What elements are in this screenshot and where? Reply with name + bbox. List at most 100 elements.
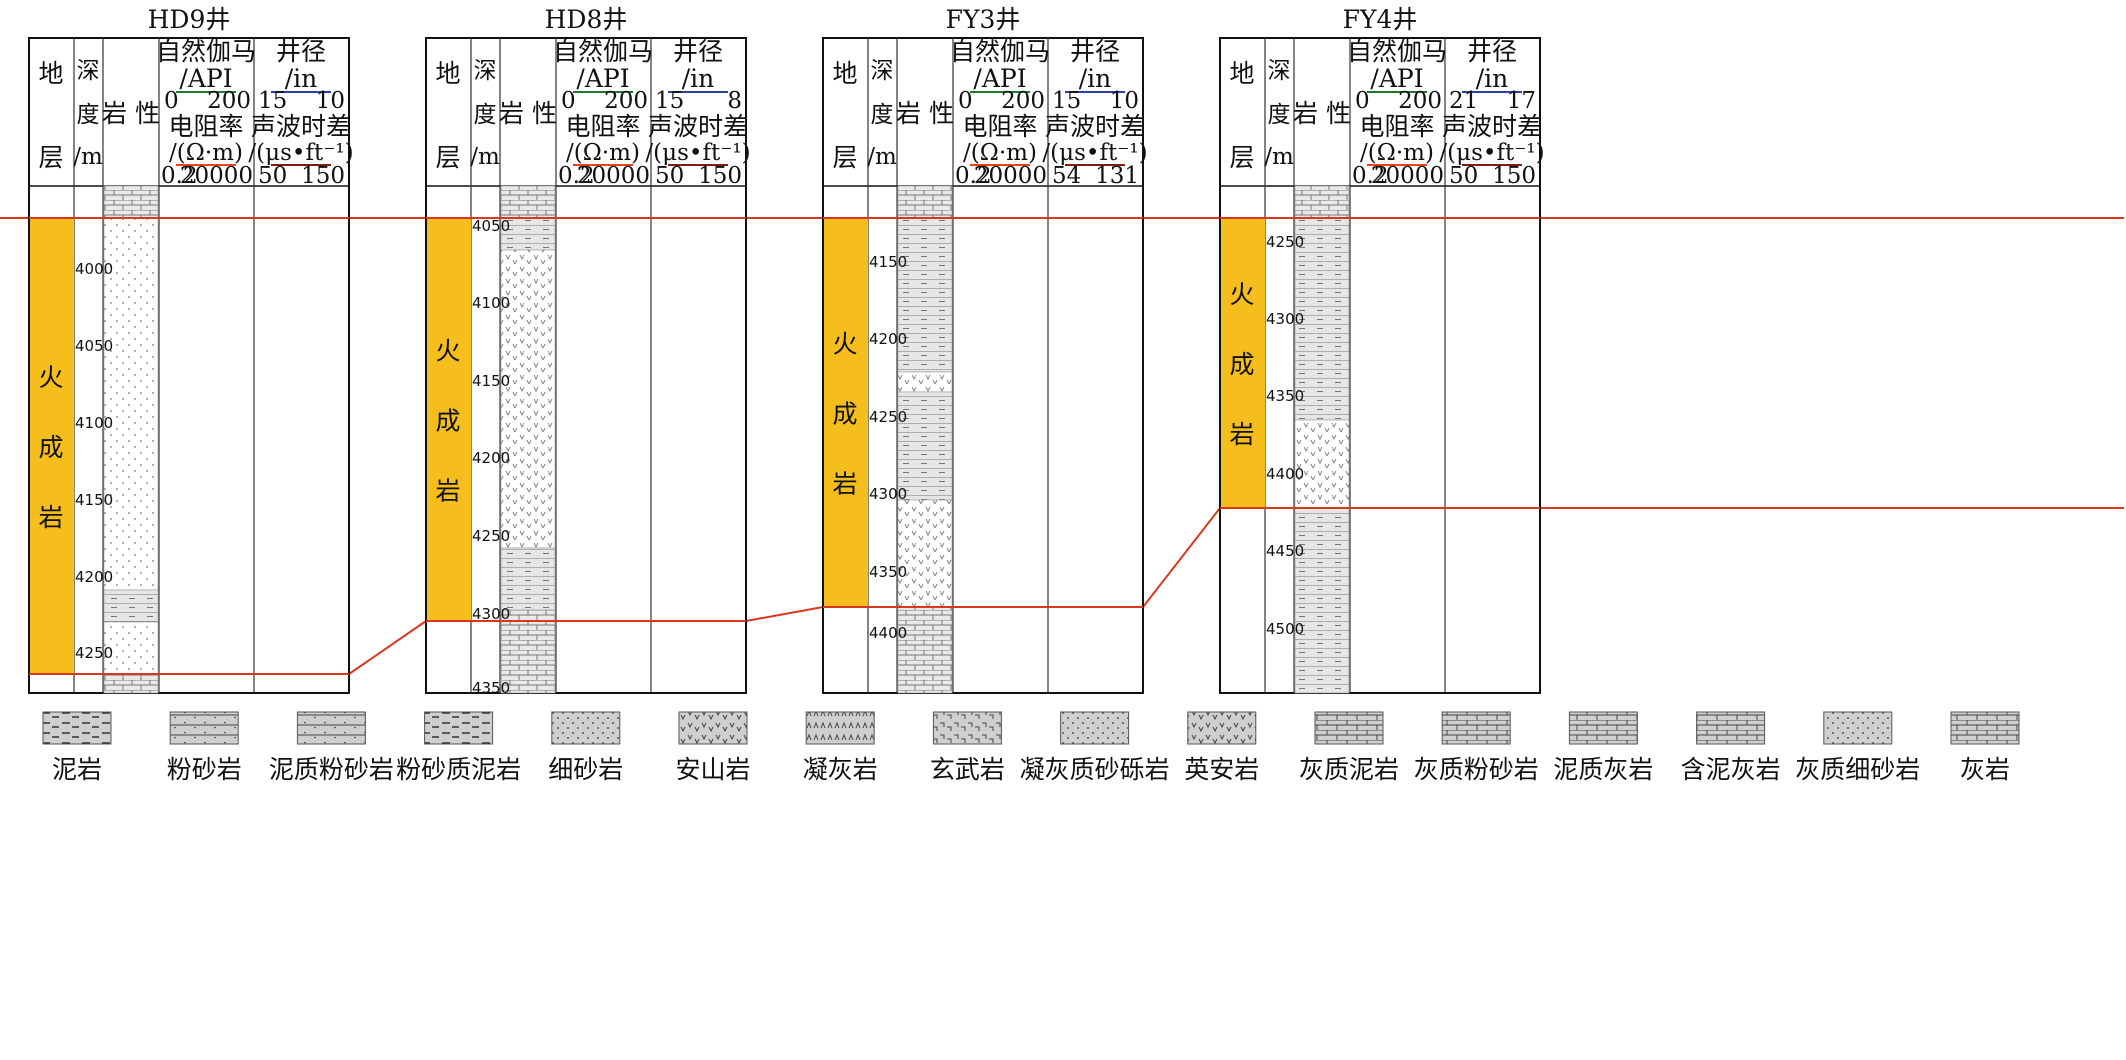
depth-tick-label: 4500 — [1266, 620, 1304, 638]
well-title: FY3井 — [946, 5, 1021, 34]
igneous-rock-band — [1221, 218, 1265, 508]
depth-tick-label: 4200 — [472, 449, 510, 467]
depth-tick-label: 4150 — [75, 491, 113, 509]
formation-header: 层 — [1229, 143, 1254, 172]
igneous-rock-label: 成 — [38, 433, 63, 462]
well-title: HD9井 — [148, 5, 231, 34]
igneous-rock-label: 成 — [435, 407, 460, 436]
legend-label: 玄武岩 — [930, 755, 1005, 784]
legend-label: 灰质泥岩 — [1299, 755, 1399, 784]
formation-header: 层 — [832, 143, 857, 172]
lithology-interval — [897, 391, 953, 501]
sonic-scale-max: 150 — [301, 163, 345, 189]
res-unit: /(Ω·m) — [1360, 140, 1434, 166]
legend-swatch — [1823, 711, 1893, 745]
formation-header: 地 — [38, 59, 63, 88]
sonic-unit: /(μs•ft⁻¹) — [248, 140, 353, 166]
lithology-interval — [103, 217, 159, 591]
caliper-scale-max: 8 — [727, 88, 742, 114]
legend-swatch — [1187, 711, 1257, 745]
depth-header: 度 — [1268, 102, 1291, 128]
legend-swatch — [42, 711, 112, 745]
caliper-label: 井径 — [276, 37, 326, 66]
legend-swatch — [296, 711, 366, 745]
gr-scale-max: 200 — [207, 88, 251, 114]
legend-label: 细砂岩 — [548, 755, 623, 784]
gr-scale-min: 0 — [164, 88, 179, 114]
gr-unit: /API — [576, 64, 629, 93]
res-scale-min: 0.2 — [955, 163, 992, 189]
depth-tick-label: 4200 — [869, 330, 907, 348]
lithology-interval — [1294, 185, 1350, 219]
lithology-interval — [897, 371, 953, 393]
depth-tick-label: 4250 — [472, 527, 510, 545]
gr-scale-min: 0 — [561, 88, 576, 114]
sonic-label: 声波时差 — [1442, 112, 1542, 141]
sonic-unit: /(μs•ft⁻¹) — [1042, 140, 1147, 166]
gr-label: 自然伽马 — [950, 37, 1050, 66]
sonic-unit: /(μs•ft⁻¹) — [1439, 140, 1544, 166]
legend-label: 泥质粉砂岩 — [269, 755, 394, 784]
sonic-label: 声波时差 — [251, 112, 351, 141]
res-unit: /(Ω·m) — [169, 140, 243, 166]
lithology-header: 岩 性 — [499, 99, 557, 128]
depth-tick-label: 4100 — [75, 414, 113, 432]
depth-tick-label: 4300 — [869, 485, 907, 503]
gr-unit: /API — [1370, 64, 1423, 93]
gr-label: 自然伽马 — [156, 37, 256, 66]
log-frame — [28, 37, 350, 694]
depth-header: 度 — [871, 102, 894, 128]
legend-label: 安山岩 — [675, 755, 750, 784]
depth-tick-label: 4050 — [472, 217, 510, 235]
depth-tick-label: 4350 — [869, 563, 907, 581]
well-title: HD8井 — [545, 5, 628, 34]
sonic-scale-max: 150 — [1492, 163, 1536, 189]
sonic-scale-max: 131 — [1095, 163, 1139, 189]
lithology-interval — [1294, 419, 1350, 509]
base-correlation-line — [348, 620, 427, 675]
igneous-rock-label: 火 — [435, 337, 460, 366]
lithology-interval — [500, 185, 556, 219]
base-correlation-line — [745, 606, 824, 622]
depth-tick-label: 4100 — [472, 294, 510, 312]
lithology-interval — [500, 547, 556, 611]
sonic-scale-min: 50 — [655, 163, 684, 189]
caliper-unit: /in — [285, 64, 318, 93]
depth-header: 深 — [77, 58, 100, 84]
igneous-rock-band — [30, 218, 74, 674]
legend-label: 粉砂质泥岩 — [396, 755, 521, 784]
depth-tick-label: 4250 — [869, 408, 907, 426]
caliper-unit: /in — [682, 64, 715, 93]
lithology-interval — [897, 499, 953, 608]
log-frame — [1219, 37, 1541, 694]
res-unit: /(Ω·m) — [963, 140, 1037, 166]
lithology-interval — [103, 673, 159, 694]
sonic-scale-min: 50 — [1449, 163, 1478, 189]
res-scale-max: 20000 — [1371, 163, 1444, 189]
base-correlation-line — [1142, 507, 1221, 608]
res-scale-min: 0.2 — [161, 163, 198, 189]
caliper-scale-min: 15 — [1052, 88, 1081, 114]
gr-label: 自然伽马 — [1347, 37, 1447, 66]
res-scale-min: 0.2 — [558, 163, 595, 189]
legend-label: 凝灰质砂砾岩 — [1020, 755, 1170, 784]
depth-tick-label: 4350 — [1266, 387, 1304, 405]
legend-swatch — [1441, 711, 1511, 745]
caliper-scale-min: 15 — [258, 88, 287, 114]
lithology-header: 岩 性 — [102, 99, 160, 128]
legend-swatch — [678, 711, 748, 745]
legend-swatch — [1950, 711, 2020, 745]
sonic-scale-min: 54 — [1052, 163, 1081, 189]
legend-label: 凝灰岩 — [803, 755, 878, 784]
res-unit: /(Ω·m) — [566, 140, 640, 166]
legend-label: 灰岩 — [1960, 755, 2010, 784]
legend-swatch — [1060, 711, 1130, 745]
igneous-rock-label: 成 — [1229, 350, 1254, 379]
depth-tick-label: 4300 — [472, 605, 510, 623]
depth-tick-label: 4000 — [75, 260, 113, 278]
caliper-label: 井径 — [1070, 37, 1120, 66]
